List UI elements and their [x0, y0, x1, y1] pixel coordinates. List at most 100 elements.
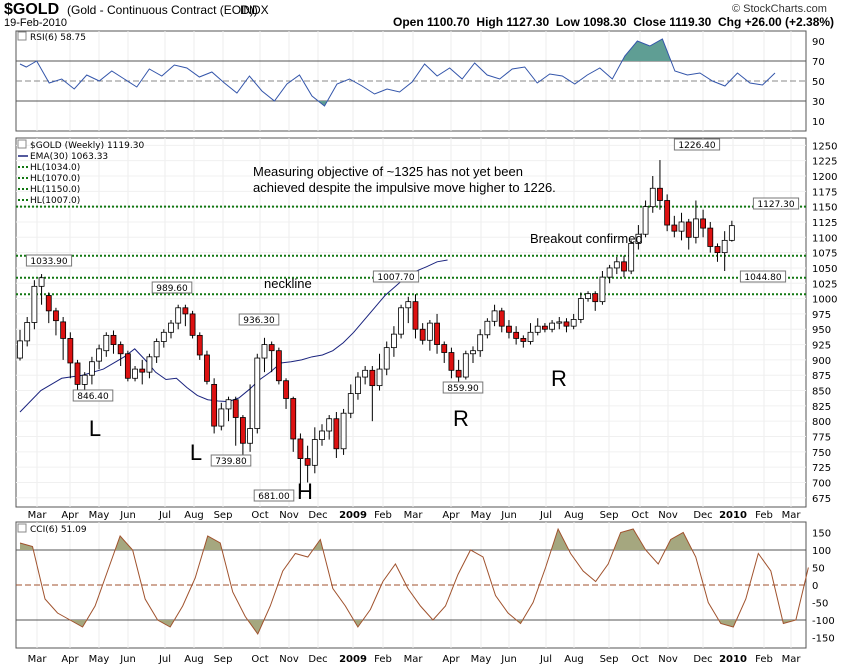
candle-body — [67, 338, 74, 364]
x-tick-label: May — [89, 510, 110, 521]
high-value: 1127.30 — [506, 15, 550, 29]
symbol-description: (Gold - Continuous Contract (EOD)) — [67, 3, 258, 17]
candle-body — [369, 369, 376, 387]
pattern-letter: L — [89, 416, 101, 441]
x-tick-label: Jun — [119, 654, 136, 665]
x-tick-label: 2009 — [339, 510, 367, 521]
price-legend-item: EMA(30) 1063.33 — [30, 152, 108, 162]
x-tick-label: Oct — [631, 510, 648, 521]
candle-body — [45, 295, 52, 312]
candle-body — [139, 368, 146, 373]
x-tick-label: Mar — [782, 654, 802, 665]
candle-body — [275, 350, 282, 382]
x-tick-label: Sep — [214, 510, 233, 521]
x-tick-label: Apr — [442, 654, 460, 665]
x-tick-label: Sep — [600, 510, 619, 521]
candle-body — [455, 369, 462, 378]
candle-body — [649, 187, 656, 208]
candle-body — [542, 325, 548, 330]
x-tick-label: Mar — [404, 654, 424, 665]
chart-date: 19-Feb-2010 — [4, 17, 67, 29]
candle-body — [664, 200, 671, 226]
price-tick-label: 850 — [812, 387, 831, 398]
x-tick-label: Mar — [28, 654, 48, 665]
value-label: 739.80 — [215, 457, 247, 467]
ohlc-summary: Open 1100.70 High 1127.30 Low 1098.30 Cl… — [393, 15, 834, 29]
candle-body — [132, 368, 138, 379]
value-label-box — [72, 389, 114, 402]
candle-body — [218, 408, 225, 427]
value-label-box — [372, 270, 420, 283]
candle-body — [448, 352, 455, 371]
value-label: 1044.80 — [744, 273, 781, 283]
candle-body — [283, 380, 289, 399]
candle-body — [412, 301, 419, 330]
candle-body — [124, 353, 131, 379]
price-tick-label: 1000 — [812, 295, 837, 306]
cci-tick-label: 0 — [812, 581, 818, 592]
high-label: High — [476, 15, 504, 29]
x-tick-label: Feb — [755, 510, 773, 521]
price-tick-label: 950 — [812, 325, 831, 336]
x-tick-label: Dec — [693, 510, 712, 521]
candle-body — [53, 310, 59, 322]
candle-body — [153, 341, 160, 358]
candle-body — [563, 321, 570, 327]
cci-tick-label: 50 — [812, 564, 825, 575]
value-label: 936.30 — [243, 316, 275, 326]
candle-body — [527, 331, 534, 342]
candle-body — [391, 333, 397, 349]
candle-body — [657, 187, 663, 201]
open-value: 1100.70 — [427, 15, 470, 29]
candle-body — [506, 325, 512, 333]
candle-body — [606, 267, 613, 278]
pattern-letter: H — [297, 479, 313, 504]
x-tick-label: Jun — [500, 654, 517, 665]
candle-body — [685, 221, 692, 238]
candle-body — [405, 301, 412, 309]
candle-body — [146, 356, 153, 373]
price-tick-label: 975 — [812, 310, 831, 321]
x-tick-label: Nov — [658, 654, 678, 665]
value-label-box — [752, 197, 800, 210]
symbol-title: $GOLD — [4, 1, 60, 18]
x-tick-label: Jul — [158, 654, 171, 665]
candle-body — [24, 322, 31, 342]
x-tick-label: Jun — [500, 510, 517, 521]
value-label-box — [673, 138, 721, 151]
cci-legend-icon — [17, 523, 27, 533]
x-tick-label: Jul — [539, 510, 552, 521]
candle-body — [577, 298, 584, 320]
rsi-tick-label: 10 — [812, 117, 825, 128]
candle-body — [585, 293, 591, 299]
x-tick-label: Nov — [279, 510, 299, 521]
candle-body — [189, 313, 196, 336]
price-tick-label: 1075 — [812, 249, 837, 260]
candle-body — [347, 393, 354, 414]
candle-body — [599, 276, 606, 303]
candle-body — [204, 354, 210, 382]
price-tick-label: 1100 — [812, 233, 837, 244]
candle-body — [721, 239, 728, 254]
candle-body — [240, 417, 246, 444]
candle-body — [534, 325, 541, 333]
candle-body — [498, 310, 505, 327]
low-label: Low — [555, 15, 580, 29]
cci-legend: CCI(6) 51.09 — [30, 525, 87, 535]
x-tick-label: Aug — [184, 654, 204, 665]
candle-body — [714, 246, 721, 254]
brand-logo[interactable]: © StockCharts.com — [732, 3, 827, 15]
candle-body — [38, 277, 45, 287]
candle-body — [441, 344, 448, 353]
price-tick-label: 1250 — [812, 141, 837, 152]
value-label: 859.90 — [447, 384, 479, 394]
x-tick-label: Apr — [61, 654, 79, 665]
x-tick-label: Aug — [184, 510, 204, 521]
candle-body — [319, 430, 325, 440]
x-tick-label: Dec — [693, 654, 712, 665]
annotation-neckline: neckline — [264, 276, 312, 291]
candle-body — [175, 307, 182, 324]
value-label-box — [25, 254, 73, 267]
price-tick-label: 1200 — [812, 172, 837, 183]
candle-body — [570, 319, 577, 327]
